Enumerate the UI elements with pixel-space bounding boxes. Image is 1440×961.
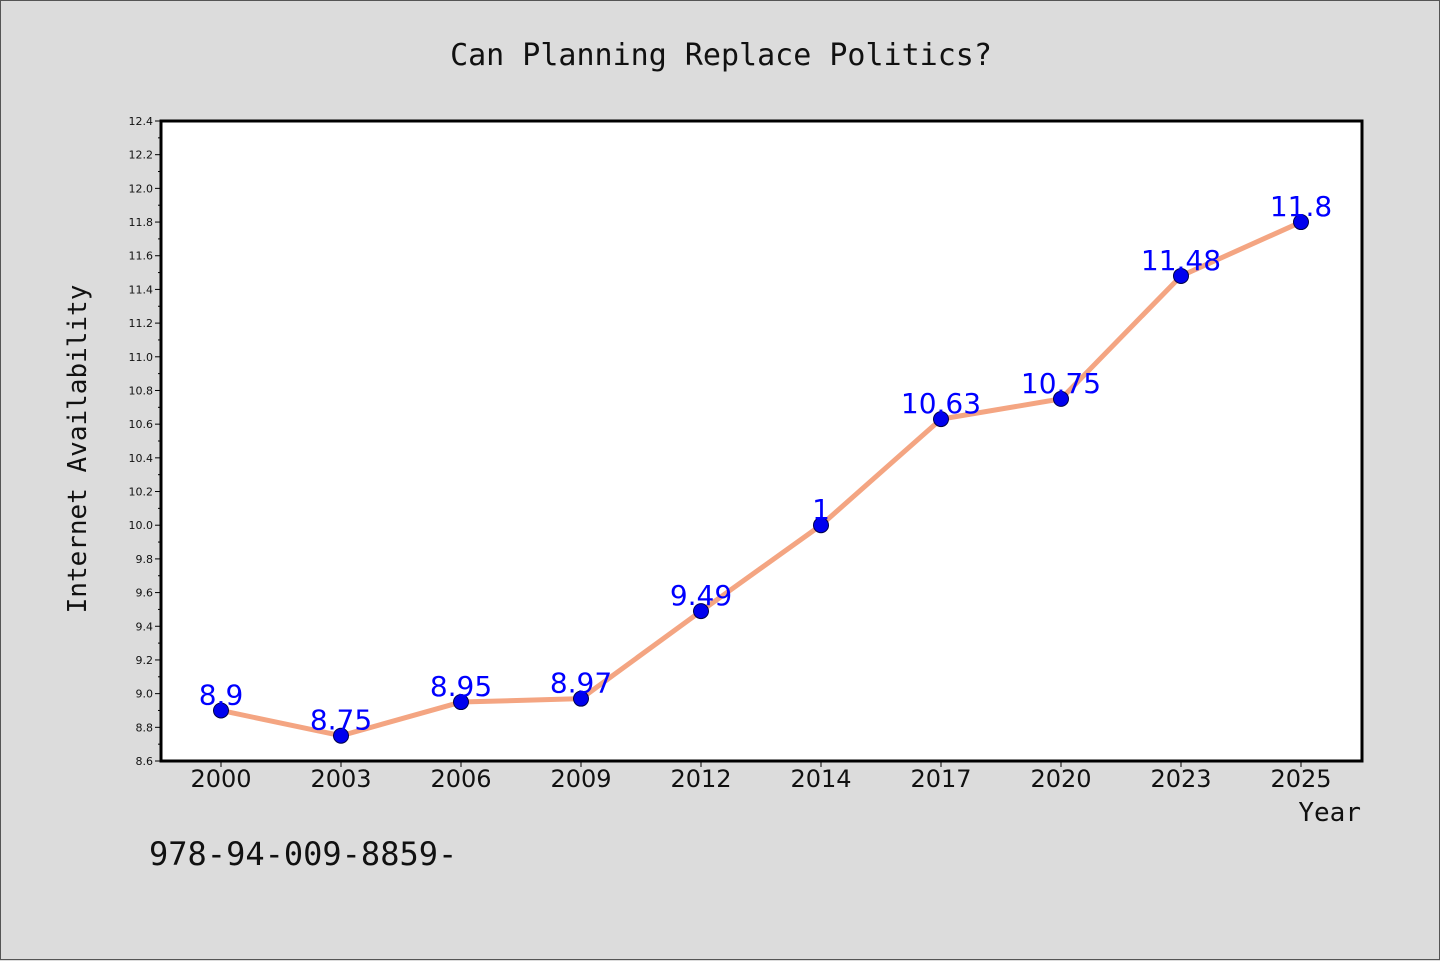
x-axis-label: Year [1298, 798, 1361, 828]
y-tick-label: 9.6 [136, 587, 154, 600]
data-point [1293, 214, 1309, 231]
y-axis: 8.6 8.8 9.0 9.2 9.4 9.6 9.8 10.0 10.2 10.4 10.6 10.… [129, 115, 161, 768]
data-label: 11.48 [1141, 244, 1221, 277]
y-tick-label: 10.2 [129, 486, 154, 499]
y-tick-label: 11.4 [129, 283, 154, 296]
x-tick-label: 2020 [1030, 765, 1091, 793]
x-axis: 2000 2003 2006 2009 2012 2014 2017 2020 2023 2025 [190, 761, 1332, 793]
y-tick-label: 10.4 [129, 452, 154, 465]
y-tick-label: 10.0 [129, 519, 154, 532]
data-point [813, 517, 829, 534]
x-tick-label: 2014 [790, 765, 851, 793]
y-tick-label: 9.8 [136, 553, 154, 566]
data-point [693, 603, 709, 620]
y-tick-label: 12.0 [129, 182, 154, 195]
data-label: 8.95 [430, 670, 492, 703]
y-tick-label: 8.6 [136, 755, 154, 768]
y-tick-label: 11.6 [129, 250, 154, 263]
data-point [333, 727, 349, 744]
x-tick-label: 2006 [430, 765, 491, 793]
data-point [213, 702, 229, 719]
x-tick-label: 2003 [310, 765, 371, 793]
data-label: 11.8 [1270, 190, 1332, 223]
data-point [1053, 390, 1069, 407]
data-point [1173, 267, 1189, 284]
y-tick-label: 10.8 [129, 384, 154, 397]
series-line [218, 219, 1304, 739]
x-tick-label: 2023 [1150, 765, 1211, 793]
data-point [933, 411, 949, 428]
footer-code: 978-94-009-8859- [149, 835, 458, 873]
data-label: 8.75 [310, 704, 372, 737]
y-tick-label: 11.0 [129, 351, 154, 364]
y-tick-label: 12.2 [129, 149, 154, 162]
x-tick-label: 2009 [550, 765, 611, 793]
y-tick-label: 11.8 [129, 216, 154, 229]
x-tick-label: 2017 [910, 765, 971, 793]
series-layer: 8.9 8.75 8.95 8.97 9.49 1 10.63 10.75 11.48 11.8 [199, 190, 1332, 744]
x-tick-label: 2025 [1270, 765, 1331, 793]
y-tick-label: 9.2 [136, 654, 154, 667]
y-tick-label: 11.2 [129, 317, 154, 330]
data-label: 8.9 [199, 678, 244, 711]
data-label: 1 [812, 493, 830, 526]
x-tick-label: 2012 [670, 765, 731, 793]
y-tick-label: 10.6 [129, 418, 154, 431]
plot-area [159, 119, 1364, 763]
data-label: 10.75 [1021, 367, 1101, 400]
y-tick-label: 9.4 [136, 620, 154, 633]
chart-title: Can Planning Replace Politics? [450, 38, 992, 73]
y-axis-label: Internet Availability [63, 285, 93, 614]
y-tick-label: 9.0 [136, 688, 154, 701]
data-label: 8.97 [550, 667, 612, 700]
data-point [453, 694, 469, 711]
data-point [573, 690, 589, 707]
x-tick-label: 2000 [190, 765, 251, 793]
data-label: 10.63 [901, 387, 981, 420]
data-label: 9.49 [670, 579, 732, 612]
y-tick-label: 12.4 [129, 115, 154, 128]
y-tick-label: 8.8 [136, 721, 154, 734]
